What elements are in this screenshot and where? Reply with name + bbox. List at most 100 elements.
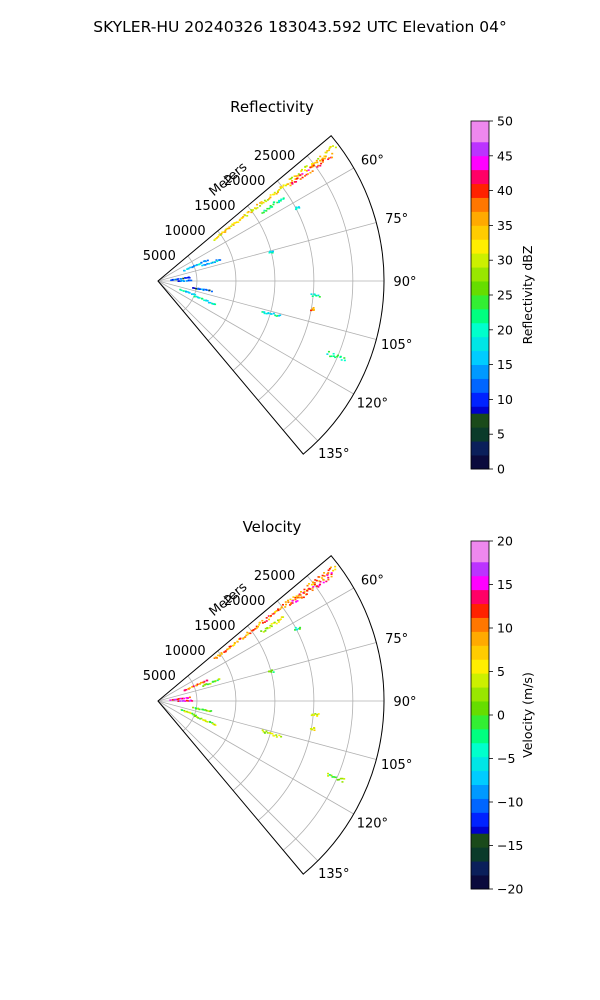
data-point [266, 199, 269, 201]
data-point [315, 579, 318, 582]
data-point [204, 719, 207, 722]
radial-tick-label: 15000 [194, 199, 235, 214]
data-point [212, 680, 215, 683]
colorbar-band [471, 798, 489, 806]
data-point [299, 626, 302, 629]
data-point [268, 207, 271, 210]
data-point [188, 687, 191, 689]
data-point [332, 569, 335, 572]
data-point [282, 197, 285, 199]
data-point [227, 648, 230, 650]
velocity-data-points [169, 565, 346, 783]
data-point [291, 180, 294, 182]
radial-grid-circle [232, 625, 276, 791]
colorbar-tick-label: 10 [497, 392, 513, 407]
data-point [265, 620, 268, 622]
data-point [268, 670, 271, 673]
data-point [249, 632, 252, 635]
colorbar-band [471, 315, 489, 324]
data-point [205, 683, 208, 685]
data-point [340, 359, 343, 361]
data-point [294, 178, 297, 180]
data-point [272, 734, 275, 737]
colorbar-tick-label: 0 [497, 708, 505, 723]
data-point [329, 355, 332, 358]
data-point [339, 777, 342, 780]
colorbar-band [471, 420, 489, 428]
data-point [211, 722, 214, 724]
data-point [182, 697, 185, 700]
data-point [272, 612, 275, 615]
azimuth-grid-line [157, 280, 377, 340]
colorbar-band [471, 301, 489, 310]
colorbar-band [471, 343, 489, 352]
data-point [178, 280, 181, 282]
data-point [327, 775, 330, 777]
azimuth-grid-line [157, 642, 377, 702]
data-point [258, 621, 261, 624]
data-point [176, 698, 179, 701]
data-point [269, 196, 272, 199]
data-point [321, 157, 324, 160]
azimuth-grid-line [157, 700, 377, 760]
data-point [330, 774, 333, 777]
data-point [295, 180, 298, 183]
data-point [311, 295, 314, 297]
data-point [287, 183, 290, 185]
data-point [289, 184, 292, 187]
data-point [293, 629, 296, 631]
data-point [328, 149, 331, 152]
data-point [336, 355, 339, 358]
colorbar-band [471, 791, 489, 799]
colorbar-band [471, 455, 489, 463]
data-point [197, 263, 200, 266]
data-point [311, 587, 314, 589]
radial-tick-label: 20000 [224, 594, 265, 609]
colorbar-tick-label: −15 [497, 838, 523, 853]
data-point [316, 715, 319, 717]
data-point [188, 711, 191, 714]
data-point [175, 698, 178, 701]
data-point [220, 232, 223, 235]
data-point [313, 583, 316, 586]
data-point [310, 309, 313, 312]
radial-grid-circle [232, 205, 276, 371]
data-point [332, 352, 335, 355]
data-point [217, 654, 220, 657]
azimuth-tick-label: 105° [381, 758, 412, 773]
azimuth-grid-line [157, 280, 354, 395]
data-point [280, 198, 283, 201]
data-point [224, 231, 227, 233]
data-point [192, 685, 195, 688]
data-point [312, 309, 315, 311]
data-point [306, 590, 309, 592]
data-point [343, 359, 346, 362]
colorbar-band [471, 183, 489, 191]
data-point [272, 622, 275, 624]
data-point [341, 781, 344, 783]
data-point [261, 619, 264, 622]
data-point [330, 572, 333, 574]
data-point [327, 578, 330, 581]
data-point [210, 262, 213, 264]
data-point [309, 588, 312, 590]
data-point [332, 145, 335, 147]
radial-tick-label: 5000 [143, 669, 176, 684]
colorbar-band [471, 378, 489, 386]
azimuth-tick-label: 90° [393, 695, 416, 710]
data-point [308, 588, 311, 590]
data-point [203, 299, 206, 302]
data-point [246, 215, 249, 217]
colorbar-band [471, 162, 489, 171]
colorbar-band [471, 204, 489, 212]
data-point [191, 712, 194, 715]
colorbar-band [471, 742, 489, 751]
data-point [318, 580, 321, 582]
data-point [268, 618, 271, 621]
data-point [291, 602, 294, 604]
data-point [179, 697, 182, 700]
data-point [254, 627, 257, 630]
azimuth-grid-line [157, 167, 354, 282]
data-point [217, 259, 220, 261]
colorbar-band [471, 239, 489, 247]
